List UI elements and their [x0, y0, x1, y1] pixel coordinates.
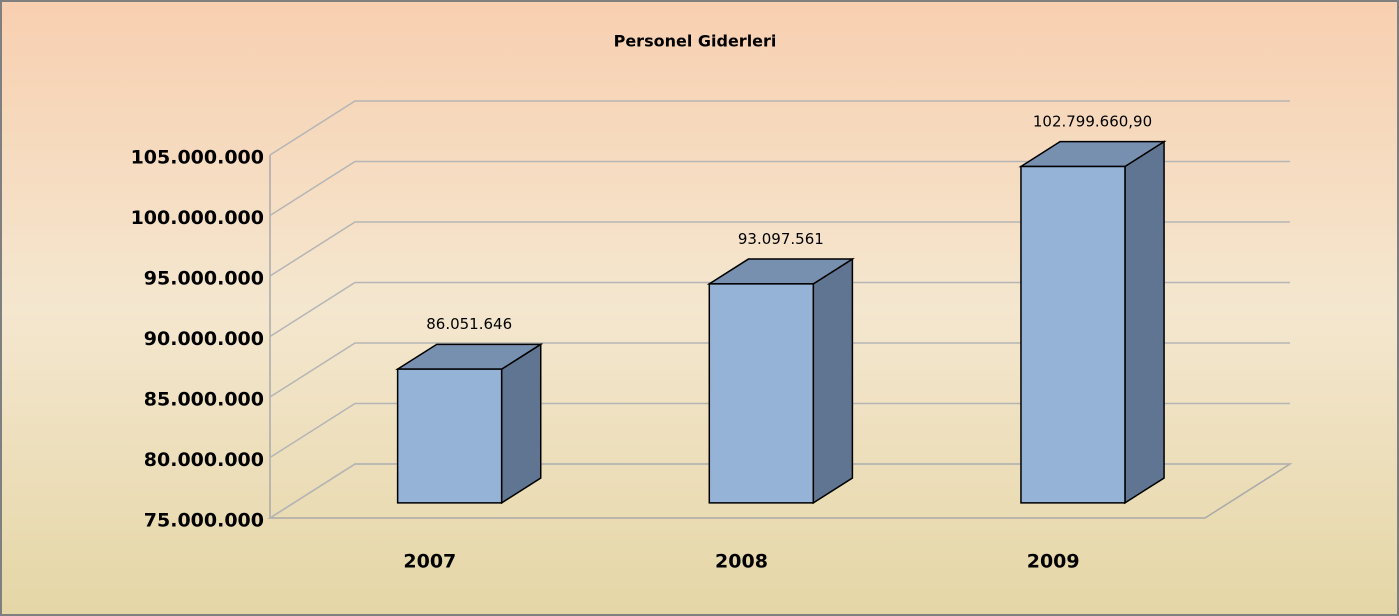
bar-side: [500, 342, 542, 505]
bar-side: [1124, 140, 1165, 505]
bar-front: [1020, 165, 1126, 504]
bar-side: [812, 257, 854, 505]
bar: [395, 342, 544, 505]
value-label: 93.097.561: [738, 230, 824, 248]
bar: [706, 257, 855, 505]
y-tick-label: 90.000.000: [144, 328, 264, 350]
bar-front: [708, 283, 815, 504]
y-tick-label: 80.000.000: [144, 449, 264, 471]
value-label: 86.051.646: [426, 315, 512, 333]
y-tick-label: 100.000.000: [131, 207, 264, 229]
y-tick-label: 105.000.000: [131, 147, 264, 169]
value-label: 102.799.660,90: [1033, 113, 1152, 131]
grid-line: [269, 402, 1290, 459]
grid-line: [269, 160, 1290, 217]
x-tick-label: 2007: [403, 551, 456, 573]
grid-line: [269, 100, 1290, 156]
grid-line: [269, 463, 1290, 519]
grid-line: [269, 221, 1290, 277]
y-tick-label: 95.000.000: [144, 268, 264, 290]
grid-line: [269, 281, 1290, 338]
x-tick-label: 2008: [715, 551, 768, 573]
grid-line: [269, 342, 1290, 398]
y-tick-label: 85.000.000: [144, 389, 264, 411]
bar-front: [396, 368, 503, 504]
chart-title: Personel Giderleri: [614, 32, 777, 51]
x-tick-label: 2009: [1027, 551, 1080, 573]
bar: [1018, 140, 1167, 505]
y-tick-label: 75.000.000: [144, 510, 264, 532]
